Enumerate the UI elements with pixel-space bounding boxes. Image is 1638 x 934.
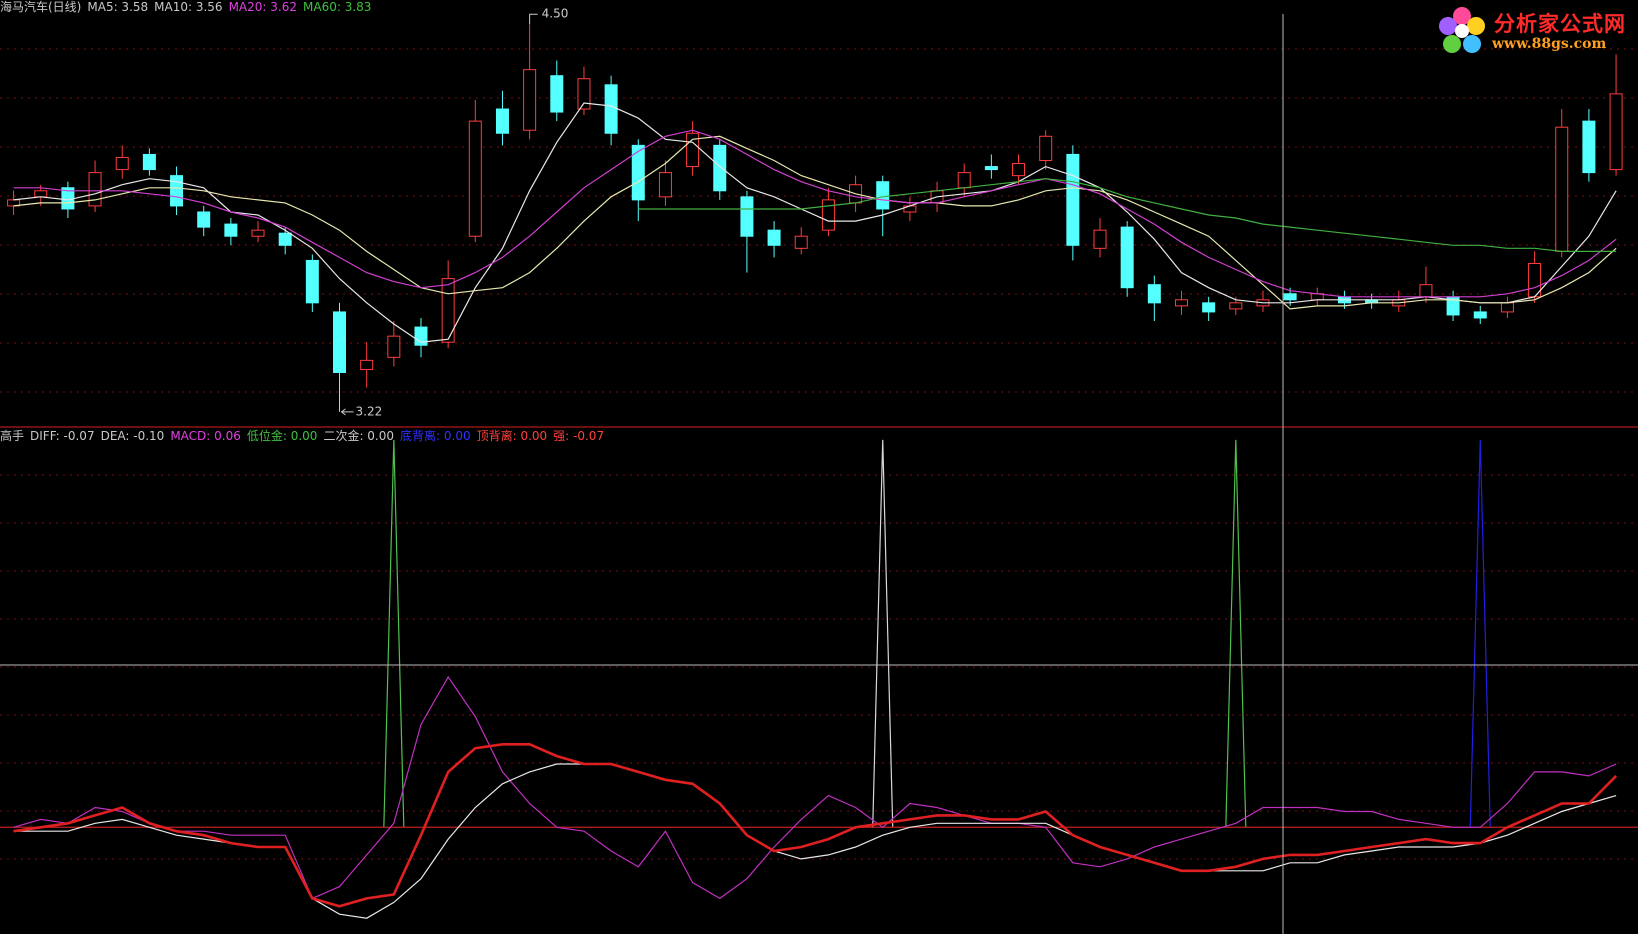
candle-body [1419,284,1433,298]
candle-body [1555,126,1569,252]
header-item: DEA: -0.10 [100,429,165,443]
line [13,135,1617,310]
candle-body [278,232,292,246]
header-item: MA60: 3.83 [303,0,372,14]
candle-body [1039,135,1053,162]
candle-body [495,108,509,134]
candle-body [1473,311,1487,319]
candle-body [713,144,727,192]
candle-body [115,156,129,171]
candle-body [740,196,754,237]
candle-body [550,75,564,113]
indicator-header: 高手 DIFF: -0.07 DEA: -0.10 MACD: 0.06 低位金: 0.… [0,429,610,443]
candle-body [224,223,238,237]
candle-body [142,153,156,171]
line [13,675,1617,900]
candle-body [957,172,971,189]
candle-body [1174,299,1188,307]
line [13,743,1618,908]
line [13,129,1617,298]
candle-body [1012,163,1026,177]
header-item: 海马汽车(日线) [0,0,82,14]
signal-spike [1225,439,1247,828]
candle-body [821,199,835,231]
candle-body [1147,284,1161,304]
header-item: 高手 [0,429,25,443]
header-item: 顶背离: 0.00 [476,429,548,443]
candle-body [523,69,537,131]
candle-body [1582,120,1596,174]
candle-body [876,181,890,210]
line [13,763,1617,919]
header-item: 二次金: 0.00 [323,429,395,443]
candle-body [631,144,645,201]
header-item: 低位金: 0.00 [246,429,318,443]
candle-body [1202,302,1216,313]
line [13,102,1617,343]
header-item: DIFF: -0.07 [30,429,95,443]
price-header: 海马汽车(日线) MA5: 3.58 MA10: 3.56 MA20: 3.62 MA6… [0,0,377,14]
candle-body [577,78,591,110]
header-item: 底背离: 0.00 [400,429,471,443]
logo-icon [1439,7,1485,53]
candle-body [387,335,401,358]
header-item: MACD: 0.06 [170,429,241,443]
signal-spike [383,439,405,828]
candle-body [333,311,347,373]
candle-body [441,278,455,343]
header-item: MA10: 3.56 [154,0,223,14]
candle-body [1283,293,1297,301]
candle-body [305,259,319,304]
candle-body [197,211,211,228]
header-item: 强: -0.07 [553,429,605,443]
candle-body [1500,302,1514,313]
candle-body [1093,229,1107,249]
candle-body [658,172,672,198]
candle-body [984,166,998,171]
candle-body [468,120,482,237]
logo-title: 分析家公式网 [1494,12,1626,36]
candle-body [34,190,48,198]
candle-body [1229,302,1243,310]
annotation-pointer [529,13,538,25]
candle-body [1120,226,1134,289]
header-item: MA5: 3.58 [87,0,149,14]
candle-body [1609,93,1623,171]
candle-body [251,229,265,237]
logo: 分析家公式网 www.88gs.com [1432,4,1632,58]
annotation: 4.50 [542,7,569,21]
candle-body [88,172,102,207]
candle-body [170,175,184,207]
annotation: 3.22 [356,404,383,418]
candle-body [604,84,618,134]
candle-body [794,235,808,249]
candle-body [7,199,21,207]
line [638,178,1617,252]
signal-spike [1469,439,1491,828]
candle-body [360,359,374,370]
header-item: MA20: 3.62 [228,0,297,14]
annotation-pointer [340,408,354,416]
candle-body [1066,153,1080,246]
logo-url: www.88gs.com [1492,36,1607,52]
signal-spike [872,439,894,828]
candle-body [767,229,781,246]
